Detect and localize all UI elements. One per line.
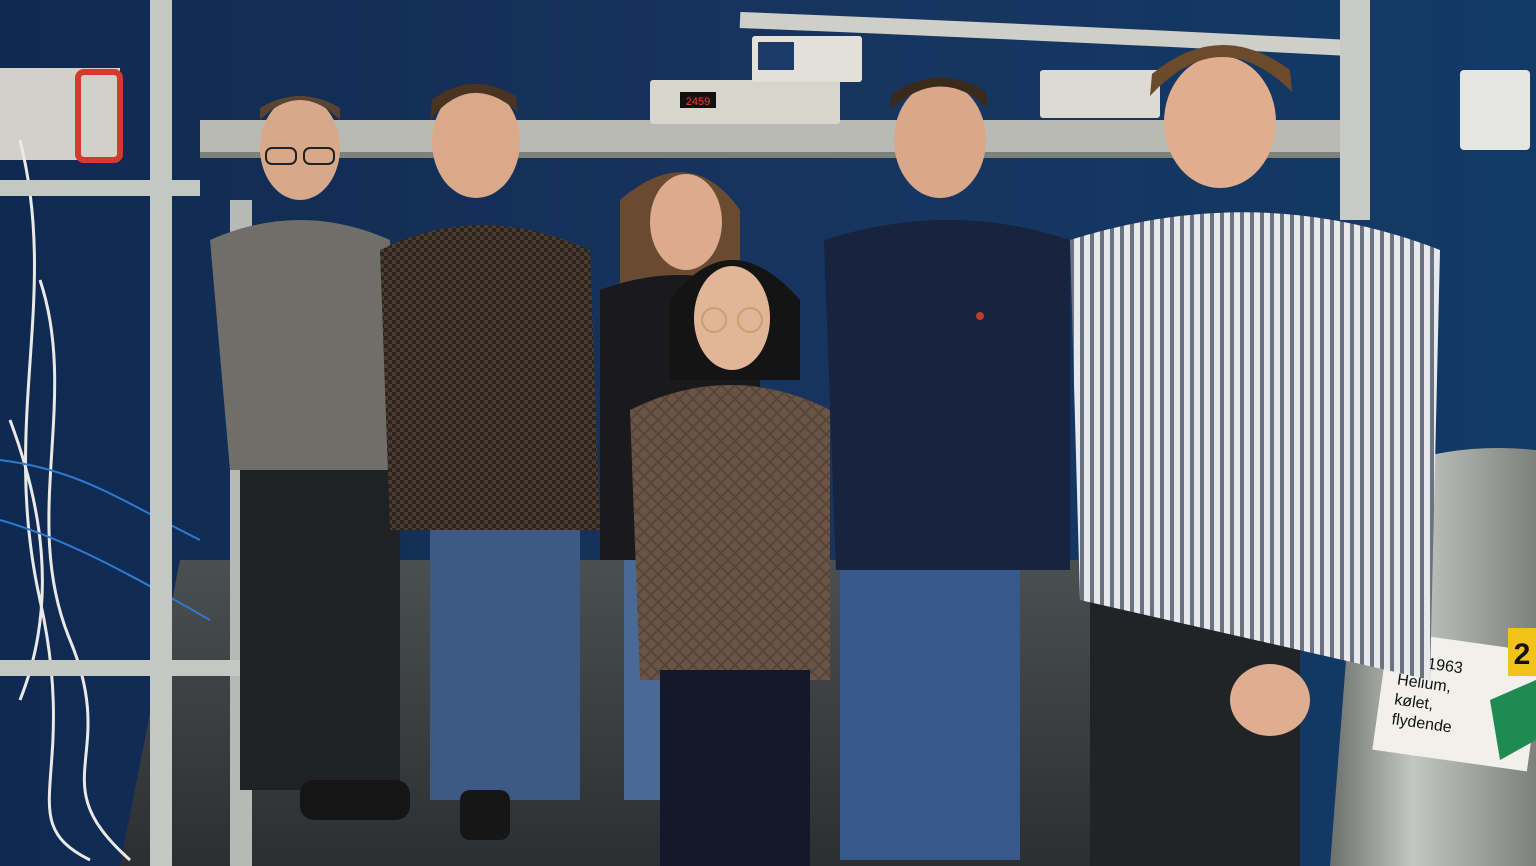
person-2 bbox=[380, 83, 600, 840]
vacuum-hose bbox=[739, 12, 1351, 56]
rack-shelf-left bbox=[0, 180, 200, 196]
dewar-number-tag bbox=[1508, 628, 1536, 676]
dewar-number: 2 bbox=[1514, 638, 1531, 671]
person-6 bbox=[1070, 44, 1440, 866]
display-readout: 2459 bbox=[686, 96, 710, 108]
person-5 bbox=[824, 77, 1070, 860]
left-instrument bbox=[0, 68, 120, 160]
dewar-label-line3: kølet, bbox=[1393, 691, 1434, 713]
person-4 bbox=[630, 260, 830, 866]
rack-post-right bbox=[1340, 0, 1370, 220]
hazard-diamond bbox=[1490, 680, 1536, 760]
wall-box bbox=[1460, 70, 1530, 150]
display-panel bbox=[680, 92, 716, 108]
rack-post-left bbox=[150, 0, 172, 866]
lock-in-amplifier bbox=[650, 80, 840, 124]
person-1 bbox=[210, 96, 410, 820]
power-supply bbox=[1040, 70, 1160, 118]
